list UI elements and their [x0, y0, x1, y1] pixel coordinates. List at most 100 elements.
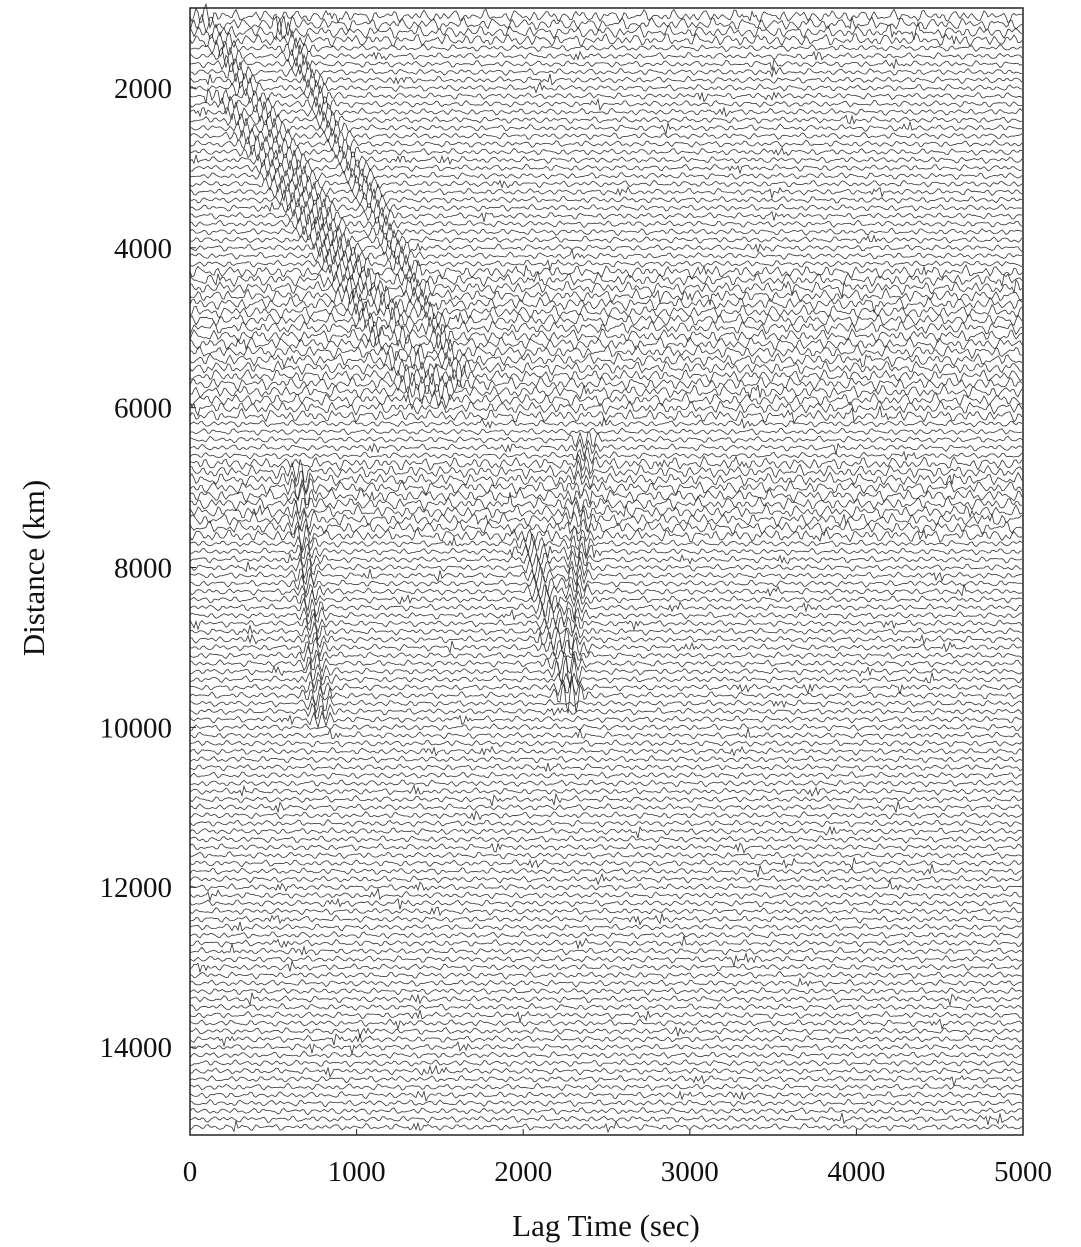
seismic-traces	[189, 2, 1023, 1134]
seismic-trace	[189, 581, 1023, 601]
seismic-trace	[189, 219, 1023, 244]
seismic-trace	[189, 745, 1023, 757]
seismic-trace	[189, 338, 1023, 362]
seismic-trace	[189, 755, 1023, 764]
seismic-trace	[190, 801, 1023, 814]
seismic-trace	[189, 762, 1023, 773]
seismic-trace	[189, 819, 1023, 828]
y-tick-label: 2000	[114, 73, 172, 105]
seismic-trace	[189, 771, 1023, 780]
seismic-trace	[189, 446, 1023, 465]
seismic-trace	[189, 678, 1023, 697]
y-tick-label: 4000	[114, 233, 172, 265]
seismic-trace	[189, 644, 1023, 664]
seismic-trace	[189, 100, 1023, 123]
seismic-trace	[189, 181, 1023, 203]
seismic-trace	[189, 572, 1023, 594]
seismic-trace	[189, 95, 1022, 117]
seismic-trace	[189, 597, 1023, 620]
seismic-trace	[189, 710, 1023, 729]
seismic-trace	[189, 2, 1023, 29]
seismic-trace	[189, 739, 1023, 748]
seismic-trace	[189, 275, 1023, 299]
y-tick-label: 8000	[114, 553, 172, 585]
seismic-trace	[189, 284, 1023, 307]
seismic-trace	[189, 29, 1023, 50]
seismic-trace	[189, 110, 1023, 130]
seismic-trace	[189, 405, 1023, 425]
seismic-trace	[189, 943, 1023, 956]
seismic-trace	[189, 541, 1023, 563]
seismic-trace	[189, 499, 1023, 522]
seismic-trace	[189, 477, 1023, 501]
seismic-trace	[189, 1058, 1023, 1068]
seismic-trace	[189, 229, 1023, 251]
seismic-trace	[189, 792, 1023, 807]
seismic-trace	[189, 458, 1023, 483]
seismic-trace	[189, 205, 1023, 228]
seismic-trace	[189, 589, 1023, 612]
seismic-trace	[189, 1082, 1023, 1092]
seismic-trace	[189, 85, 1023, 108]
seismic-trace	[189, 656, 1023, 688]
seismic-trace	[189, 236, 1023, 259]
seismic-trace	[189, 702, 1023, 721]
seismic-trace	[189, 986, 1023, 996]
y-tick-label: 6000	[114, 393, 172, 425]
seismic-trace	[189, 1107, 1023, 1116]
seismic-trace	[190, 532, 1023, 557]
seismic-trace	[189, 371, 1023, 395]
seismic-trace	[189, 60, 1022, 83]
seismic-trace	[189, 19, 1023, 41]
seismic-trace	[189, 864, 1023, 878]
seismic-trace	[189, 842, 1023, 855]
y-axis-label: Distance (km)	[16, 480, 51, 656]
seismic-trace	[189, 315, 1023, 337]
y-tick-label: 12000	[100, 872, 173, 904]
seismic-trace	[189, 417, 1023, 430]
seismic-trace	[189, 1090, 1023, 1103]
seismic-trace	[189, 1033, 1023, 1048]
seismic-trace	[189, 348, 1023, 372]
seismic-trace	[189, 810, 1023, 822]
seismic-trace	[189, 132, 1023, 157]
seismic-trace	[189, 1002, 1023, 1012]
seismic-trace	[189, 245, 1023, 266]
seismic-trace	[189, 44, 1023, 68]
plot-frame	[189, 7, 1024, 1136]
seismic-trace	[189, 158, 1023, 179]
seismic-trace	[189, 430, 1023, 450]
seismic-trace	[189, 878, 1023, 893]
seismic-trace	[189, 784, 1023, 798]
seismic-trace	[189, 1064, 1023, 1078]
seismic-trace	[189, 141, 1023, 162]
seismic-trace	[189, 931, 1023, 940]
x-axis-label: Lag Time (sec)	[512, 1208, 700, 1243]
seismic-trace	[189, 390, 1023, 411]
seismic-trace	[189, 363, 1023, 388]
x-tick-label: 0	[183, 1156, 198, 1188]
seismic-trace	[189, 676, 1023, 714]
seismic-trace	[189, 835, 1023, 844]
seismic-trace	[189, 913, 1023, 926]
seismic-trace	[189, 728, 1023, 740]
seismic-trace	[189, 857, 1023, 871]
seismic-trace	[189, 779, 1023, 788]
seismic-trace	[189, 550, 1023, 569]
seismic-trace	[189, 1050, 1023, 1060]
y-tick-label: 10000	[100, 712, 173, 744]
seismic-trace	[189, 253, 1023, 274]
seismic-trace	[189, 356, 1023, 380]
y-tick-label: 14000	[100, 1032, 173, 1064]
x-tick-label: 2000	[494, 1156, 552, 1188]
seismic-trace	[189, 921, 1023, 932]
seismic-trace	[189, 187, 1023, 212]
seismic-trace	[189, 67, 1023, 89]
x-tick-label: 1000	[328, 1156, 386, 1188]
seismic-trace	[189, 524, 1023, 551]
seismic-trace	[189, 897, 1023, 910]
seismic-trace	[189, 951, 1023, 968]
seismic-trace	[189, 671, 1023, 690]
seismic-trace	[189, 1120, 1023, 1134]
seismic-trace	[189, 453, 1023, 475]
